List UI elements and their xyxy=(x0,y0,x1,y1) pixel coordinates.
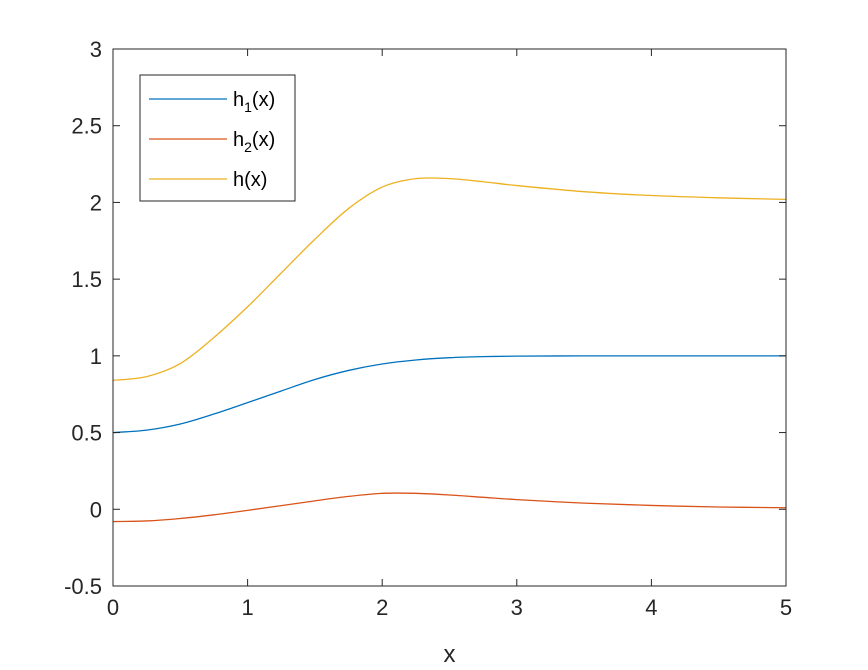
legend-label-2: h2(x) xyxy=(233,129,275,155)
axes-box xyxy=(112,48,787,587)
x-tick-label: 5 xyxy=(780,595,792,620)
legend-box xyxy=(139,74,296,202)
x-tick-label: 0 xyxy=(107,595,119,620)
legend: h1(x) h2(x) h(x) xyxy=(139,74,296,202)
y-tick-label: 3 xyxy=(90,37,102,62)
y-tick-label: 1 xyxy=(90,344,102,369)
x-tick-label: 2 xyxy=(376,595,388,620)
y-tick-label: 1.5 xyxy=(71,267,102,292)
x-axis-label: x xyxy=(444,641,456,668)
y-tick-label: -0.5 xyxy=(64,574,102,599)
ticks-layer: 0 1 2 3 4 5-0.500.511.522.53 xyxy=(64,37,792,620)
series-line-1 xyxy=(112,355,786,434)
legend-label-1: h1(x) xyxy=(233,89,275,115)
y-tick-label: 0 xyxy=(90,497,102,522)
y-tick-label: 2 xyxy=(90,190,102,215)
x-tick-label: 3 xyxy=(511,595,523,620)
legend-label-3: h(x) xyxy=(233,169,267,191)
x-tick-label: 4 xyxy=(645,595,657,620)
series-line-3 xyxy=(112,177,787,382)
series-line-2 xyxy=(112,492,787,523)
y-tick-label: 0.5 xyxy=(71,421,102,446)
series-layer xyxy=(112,177,787,523)
y-tick-label: 2.5 xyxy=(71,114,102,139)
axes-layer xyxy=(112,48,787,587)
x-tick-label: 1 xyxy=(241,595,253,620)
